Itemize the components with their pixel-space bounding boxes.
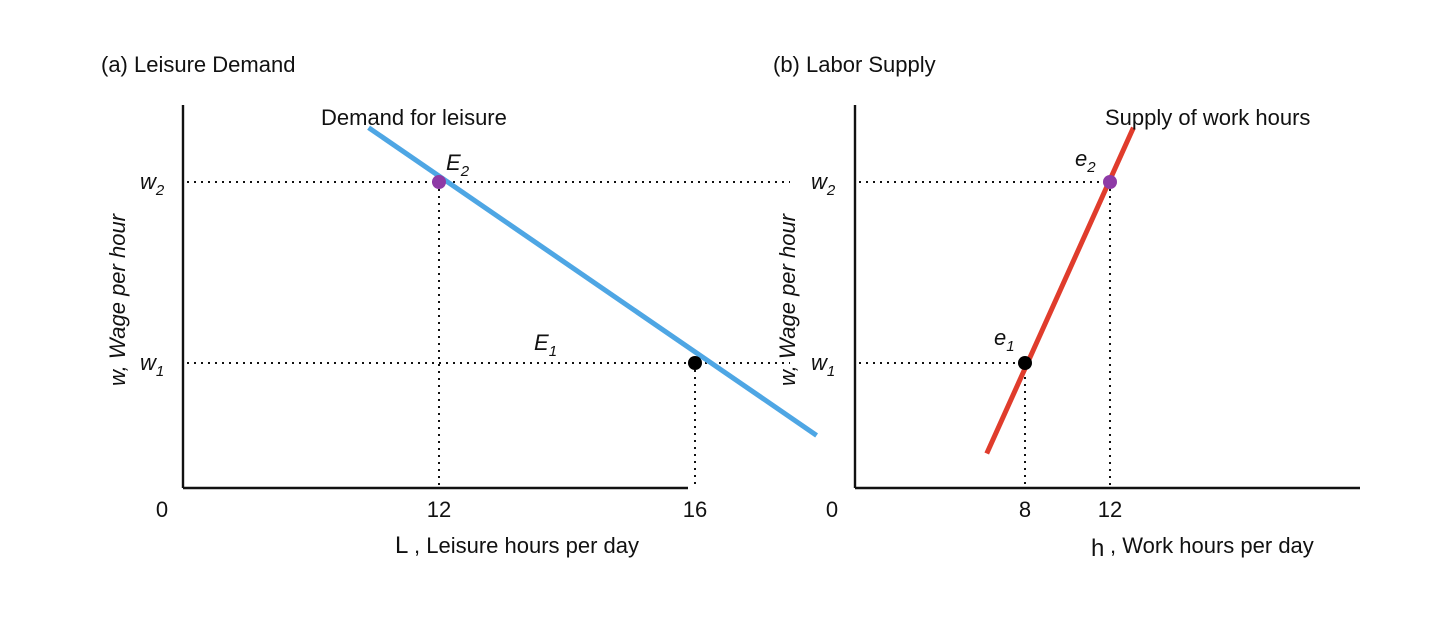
panel-a-x-axis-symbol: L <box>395 532 408 559</box>
panel-b-labor-supply: (b) Labor Supply w, Wage per hour Supply… <box>773 52 1360 562</box>
panel-a-x-axis-label: , Leisure hours per day <box>414 533 639 558</box>
panel-b-x-axis-label: , Work hours per day <box>1110 533 1314 558</box>
panel-b-y-tick-w1: w1 <box>811 350 835 380</box>
panel-b-title: (b) Labor Supply <box>773 52 936 77</box>
panel-a-y-tick-w1: w1 <box>140 350 164 380</box>
panel-a-title: (a) Leisure Demand <box>101 52 295 77</box>
panel-b-series-label: Supply of work hours <box>1105 105 1310 130</box>
panel-a-point-E1 <box>688 356 702 370</box>
panel-b-x-tick-8: 8 <box>1019 497 1031 522</box>
panel-b-y-axis-label-text: w, Wage per hour <box>775 212 800 386</box>
panel-b-point-e1-label: e1 <box>994 325 1015 355</box>
panel-a-series-label: Demand for leisure <box>321 105 507 130</box>
panel-b-point-e1 <box>1018 356 1032 370</box>
panel-a-y-axis-label: w, Wage per hour <box>105 212 130 386</box>
panel-a-y-axis-label-text: w, Wage per hour <box>105 212 130 386</box>
panel-a-leisure-demand: (a) Leisure Demand w, Wage per hour Dema… <box>101 52 819 559</box>
panel-b-x-tick-12: 12 <box>1098 497 1122 522</box>
panel-b-y-axis-label: w, Wage per hour <box>775 212 800 386</box>
panel-a-point-E2-label: E2 <box>446 150 470 180</box>
panel-a-x-tick-12: 12 <box>427 497 451 522</box>
panel-b-point-e2-label: e2 <box>1075 146 1096 176</box>
panel-b-point-e2 <box>1103 175 1117 189</box>
panel-b-x-axis-symbol: h <box>1091 535 1104 562</box>
panel-a-y-tick-w2: w2 <box>140 169 165 199</box>
panel-b-origin-label: 0 <box>826 497 838 522</box>
panel-a-x-tick-16: 16 <box>683 497 707 522</box>
panel-a-origin-label: 0 <box>156 497 168 522</box>
panel-a-demand-curve <box>367 125 819 438</box>
panel-a-point-E1-label: E1 <box>534 330 557 360</box>
panel-a-point-E2 <box>432 175 446 189</box>
panel-b-y-tick-w2: w2 <box>811 169 836 199</box>
